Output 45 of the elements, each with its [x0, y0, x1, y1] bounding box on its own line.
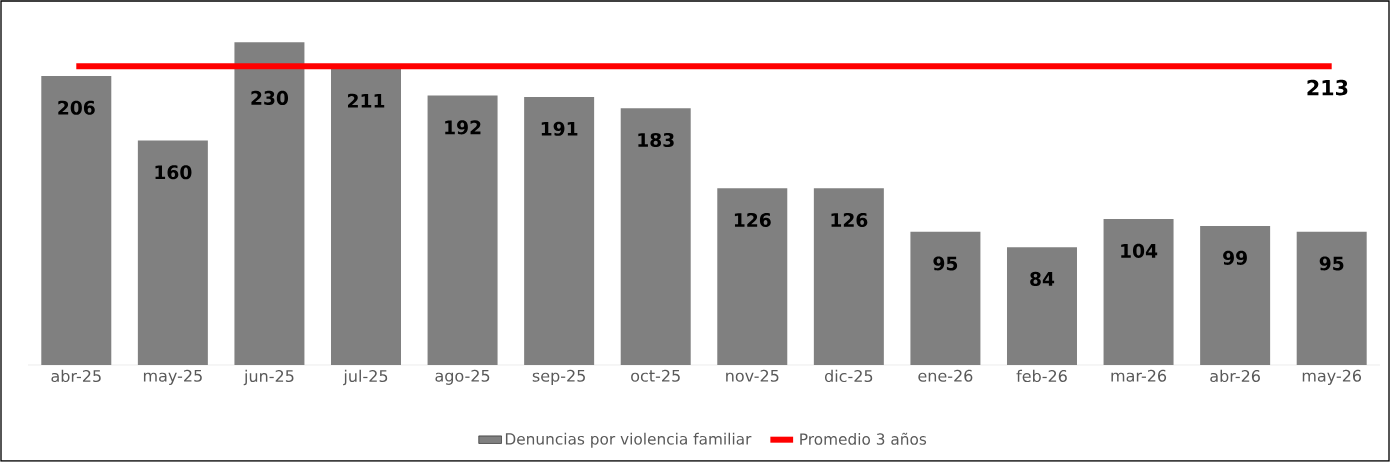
data-label: 230 — [251, 90, 289, 105]
x-tick-label: mar-26 — [1111, 369, 1167, 382]
bar — [524, 97, 595, 365]
data-label: 104 — [1121, 243, 1158, 258]
x-tick-label: may-26 — [1302, 369, 1362, 385]
bar — [717, 188, 788, 365]
data-label: 84 — [1030, 271, 1055, 286]
bar — [1006, 247, 1077, 365]
x-tick-label: oct-25 — [631, 369, 680, 382]
data-label: 99 — [1223, 250, 1247, 265]
bar — [331, 68, 401, 365]
x-tick-label: nov-25 — [726, 369, 779, 382]
bar — [1296, 231, 1367, 365]
bar — [620, 108, 691, 365]
x-tick-label: abr-26 — [1210, 369, 1260, 383]
x-tick-label: ago-25 — [435, 369, 490, 385]
bar — [427, 95, 498, 365]
x-tick-label: dic-25 — [824, 369, 873, 383]
bar — [813, 188, 884, 365]
bar — [910, 231, 981, 365]
data-label: 160 — [155, 165, 192, 180]
legend-label: Promedio 3 años — [800, 432, 927, 445]
bar — [1103, 219, 1174, 365]
bar — [41, 75, 112, 365]
x-tick-label: jun-25 — [243, 369, 294, 386]
bar — [137, 140, 208, 365]
data-label: 126 — [831, 212, 868, 228]
x-tick-label: ene-26 — [918, 369, 973, 382]
data-label: 126 — [734, 212, 771, 228]
x-tick-label: feb-26 — [1016, 369, 1067, 383]
data-label: 95 — [1319, 256, 1344, 271]
legend-label: Denuncias por violencia familiar — [505, 432, 752, 448]
data-label: 191 — [541, 121, 578, 136]
bar — [1200, 226, 1271, 365]
data-label: 211 — [348, 93, 385, 108]
bar — [234, 42, 305, 365]
data-label: 95 — [933, 256, 958, 271]
data-label: 192 — [445, 120, 481, 135]
x-tick-label: sep-25 — [532, 369, 585, 385]
data-label: 183 — [638, 132, 674, 148]
data-label: 213 — [1307, 79, 1348, 96]
x-tick-label: may-25 — [143, 369, 202, 385]
data-label: 206 — [58, 100, 95, 115]
x-tick-label: abr-25 — [51, 369, 101, 383]
x-tick-label: jul-25 — [343, 369, 388, 386]
